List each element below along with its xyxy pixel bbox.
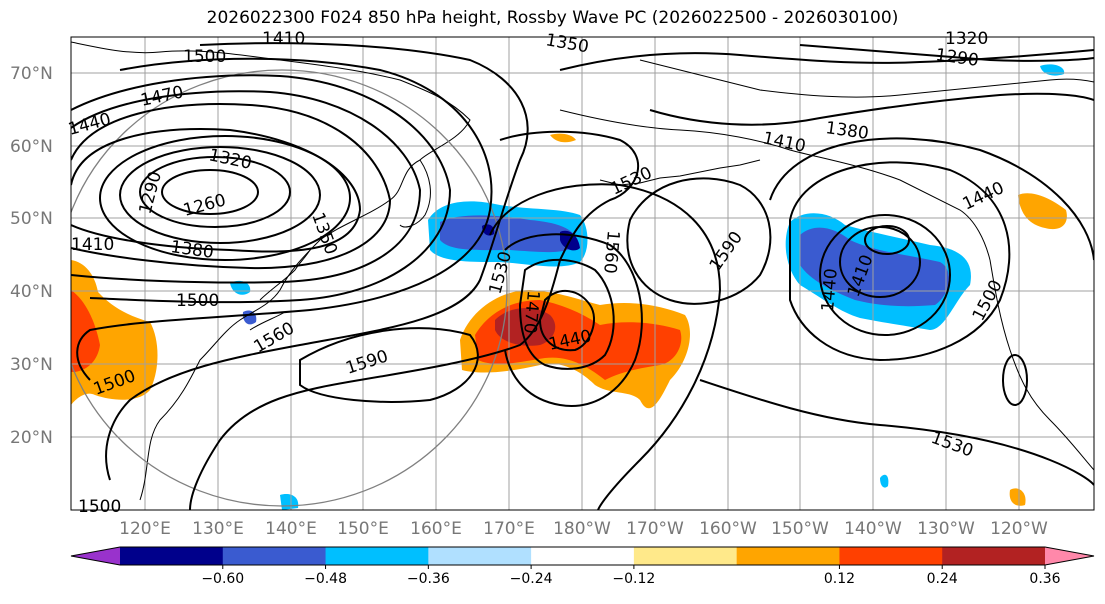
lat-label: 20°N	[10, 428, 53, 448]
contour-label: 1410	[71, 235, 114, 255]
colorbar-swatch	[737, 547, 840, 565]
colorbar-tick-label: 0.36	[1029, 571, 1060, 587]
contour-label: 1560	[599, 230, 623, 275]
lat-label: 40°N	[10, 282, 53, 302]
colorbar-tick-label: −0.60	[201, 571, 244, 587]
colorbar-swatch	[634, 547, 737, 565]
colorbar-tick-label: 0.24	[927, 571, 958, 587]
lon-label: 170°W	[626, 519, 684, 539]
colorbar-swatch	[120, 547, 223, 565]
colorbar-tick-label: −0.36	[407, 571, 450, 587]
colorbar-tick-label: 0.12	[824, 571, 855, 587]
contour-label: 1440	[818, 268, 842, 313]
colorbar-swatch	[839, 547, 942, 565]
contour-label: 1500	[176, 291, 219, 311]
colorbar: −0.60−0.48−0.36−0.24−0.120.120.240.360.4…	[71, 547, 1105, 587]
colorbar-swatch	[942, 547, 1045, 565]
longitude-labels: 120°E 130°E 140°E 150°E 160°E 170°E 180°…	[119, 519, 1048, 539]
lon-label: 160°E	[410, 519, 462, 539]
latitude-labels: 70°N 60°N 50°N 40°N 30°N 20°N	[10, 64, 53, 448]
colorbar-swatch	[531, 547, 634, 565]
lat-label: 50°N	[10, 209, 53, 229]
colorbar-extend-low	[71, 547, 120, 565]
colorbar-swatch	[326, 547, 429, 565]
lat-label: 60°N	[10, 137, 53, 157]
lat-label: 30°N	[10, 355, 53, 375]
contour-label: 1410	[262, 29, 305, 49]
lon-label: 120°W	[990, 519, 1048, 539]
lon-label: 130°W	[917, 519, 975, 539]
lon-label: 140°W	[844, 519, 902, 539]
contour-label: 1320	[945, 29, 988, 49]
lon-label: 170°E	[483, 519, 535, 539]
contour-label: 1470	[519, 290, 543, 335]
colorbar-tick-label: −0.24	[510, 571, 553, 587]
colorbar-extend-high	[1045, 547, 1094, 565]
colorbar-tick-label: −0.48	[304, 571, 347, 587]
colorbar-swatch	[428, 547, 531, 565]
lon-label: 150°E	[337, 519, 389, 539]
lon-label: 130°E	[192, 519, 244, 539]
colorbar-swatch	[223, 547, 326, 565]
lon-label: 150°W	[771, 519, 829, 539]
lat-label: 70°N	[10, 64, 53, 84]
colorbar-tick-label: −0.12	[612, 571, 655, 587]
lon-label: 140°E	[265, 519, 317, 539]
lon-label: 180°W	[553, 519, 611, 539]
lon-label: 120°E	[119, 519, 171, 539]
contour-label: 1500	[78, 497, 121, 517]
lon-label: 160°W	[699, 519, 757, 539]
contour-label: 1500	[183, 47, 226, 67]
